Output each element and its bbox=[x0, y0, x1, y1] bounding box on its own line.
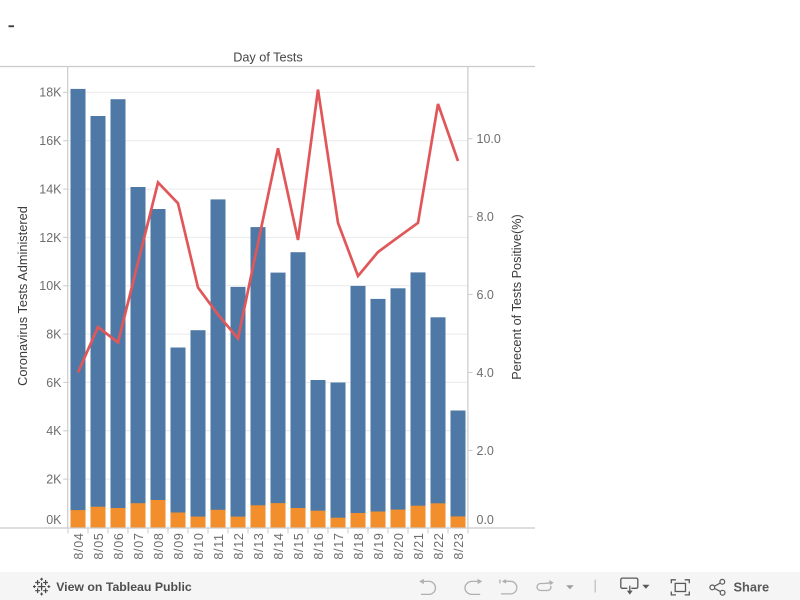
svg-text:8/14: 8/14 bbox=[272, 532, 286, 559]
svg-text:8K: 8K bbox=[46, 328, 62, 342]
svg-text:10K: 10K bbox=[39, 279, 62, 293]
svg-text:8/20: 8/20 bbox=[392, 532, 406, 559]
svg-text:8/04: 8/04 bbox=[72, 532, 86, 559]
svg-text:18K: 18K bbox=[39, 86, 62, 100]
svg-text:12K: 12K bbox=[39, 231, 62, 245]
svg-text:8/18: 8/18 bbox=[352, 532, 366, 559]
svg-text:2.0: 2.0 bbox=[477, 444, 494, 458]
svg-text:8/05: 8/05 bbox=[92, 532, 106, 559]
svg-text:Day of Tests: Day of Tests bbox=[233, 51, 303, 65]
svg-text:8/10: 8/10 bbox=[192, 532, 206, 559]
svg-text:6.0: 6.0 bbox=[477, 288, 494, 302]
svg-text:View on Tableau Public: View on Tableau Public bbox=[56, 580, 192, 594]
svg-text:0K: 0K bbox=[46, 513, 62, 527]
svg-text:8/15: 8/15 bbox=[292, 532, 306, 559]
svg-text:Coronavirus Tests Administered: Coronavirus Tests Administered bbox=[15, 206, 30, 386]
svg-text:8/11: 8/11 bbox=[212, 533, 226, 559]
svg-text:8/17: 8/17 bbox=[332, 532, 346, 559]
svg-text:8/23: 8/23 bbox=[452, 532, 466, 559]
svg-text:8/13: 8/13 bbox=[252, 532, 266, 559]
svg-text:4.0: 4.0 bbox=[477, 366, 494, 380]
svg-text:8/22: 8/22 bbox=[432, 532, 446, 559]
svg-text:8/08: 8/08 bbox=[152, 532, 166, 559]
svg-text:6K: 6K bbox=[46, 376, 62, 390]
svg-text:2K: 2K bbox=[46, 473, 62, 487]
svg-text:16K: 16K bbox=[39, 134, 62, 148]
svg-text:8/07: 8/07 bbox=[132, 532, 146, 559]
svg-text:8/09: 8/09 bbox=[172, 532, 186, 559]
svg-text:10.0: 10.0 bbox=[477, 132, 501, 146]
svg-text:4K: 4K bbox=[46, 424, 62, 438]
svg-text:8.0: 8.0 bbox=[477, 210, 494, 224]
svg-text:8/21: 8/21 bbox=[412, 532, 426, 559]
svg-text:14K: 14K bbox=[39, 183, 62, 197]
svg-text:Perecent of Tests Positive(%): Perecent of Tests Positive(%) bbox=[510, 214, 524, 379]
svg-text:Share: Share bbox=[734, 580, 770, 595]
svg-text:8/12: 8/12 bbox=[232, 532, 246, 559]
svg-text:0.0: 0.0 bbox=[477, 513, 494, 527]
svg-text:8/19: 8/19 bbox=[372, 532, 386, 559]
svg-text:8/06: 8/06 bbox=[112, 532, 126, 559]
svg-text:8/16: 8/16 bbox=[312, 532, 326, 559]
